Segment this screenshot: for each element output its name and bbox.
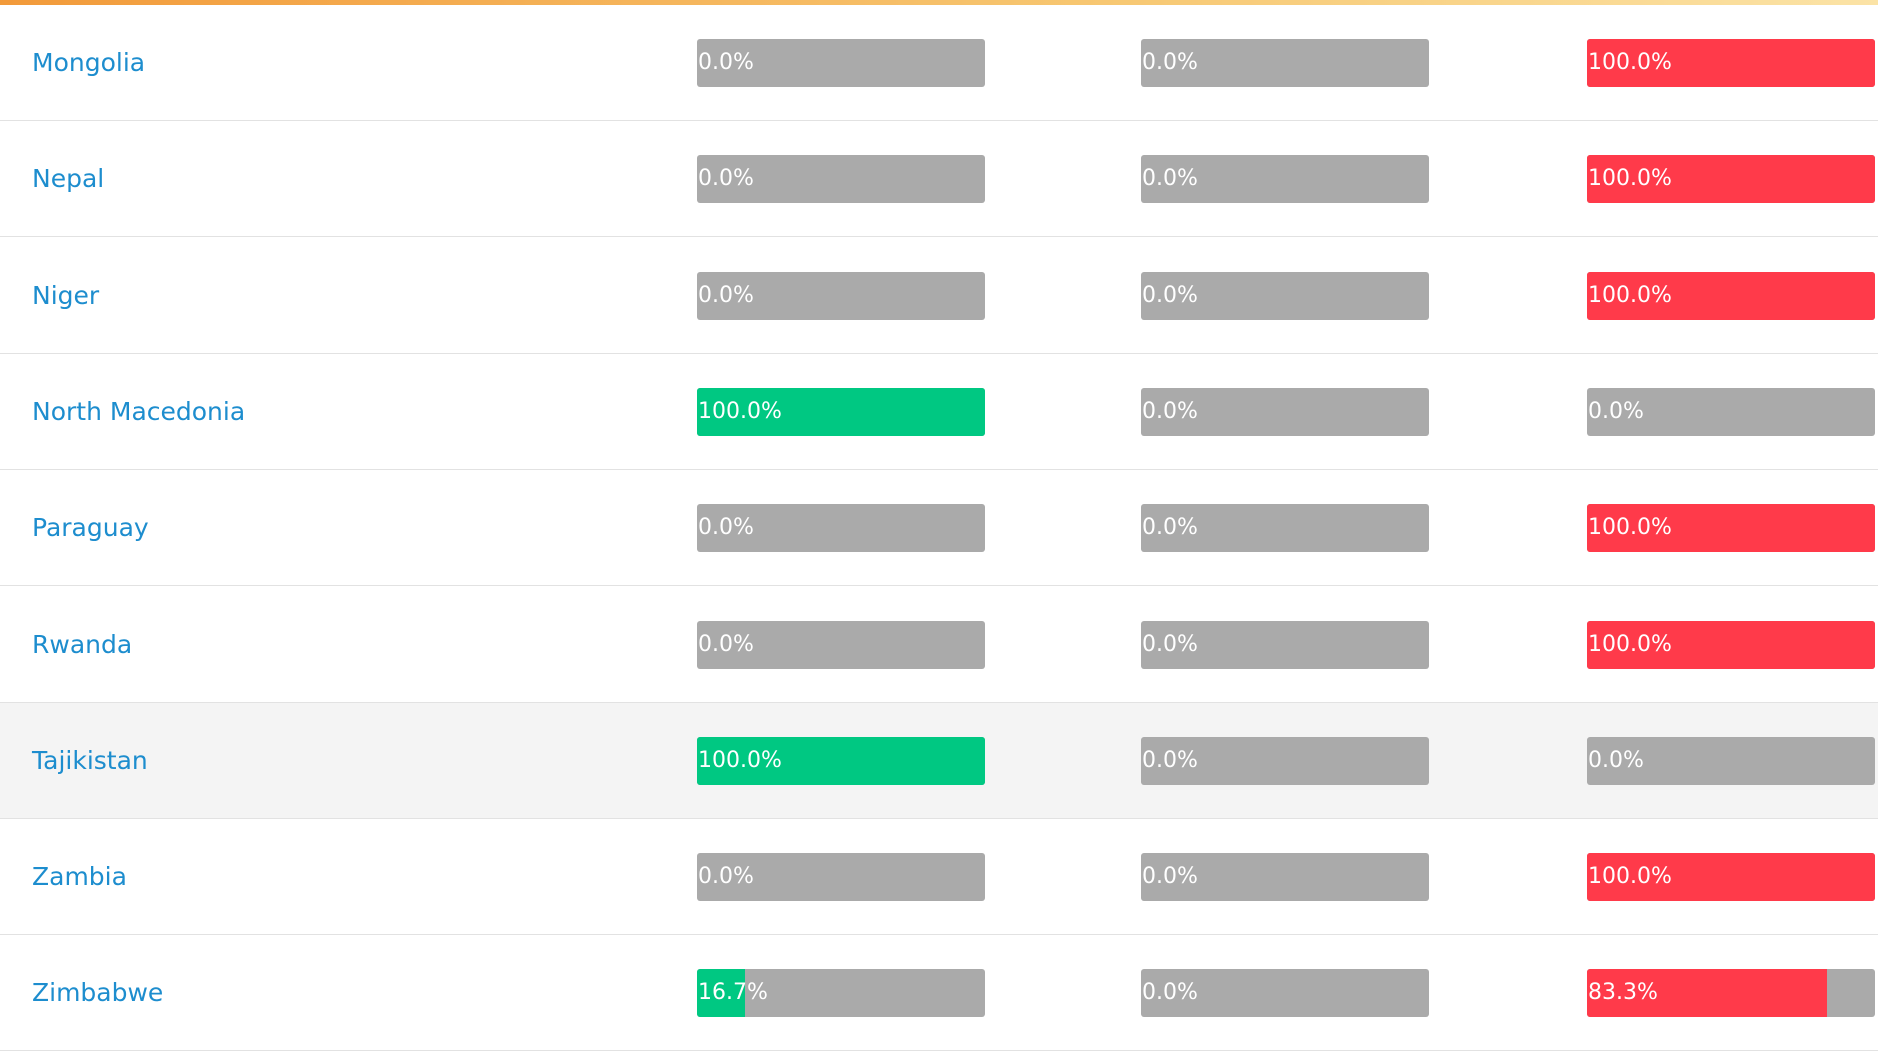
progress-bar: 0.0%	[1141, 969, 1429, 1018]
progress-label: 0.0%	[698, 282, 754, 308]
progress-label: 0.0%	[698, 864, 754, 890]
progress-label: 0.0%	[698, 50, 754, 75]
progress-bar: 0.0%	[1141, 620, 1429, 669]
progress-label: 100.0%	[1588, 50, 1672, 75]
progress-bar: 100.0%	[1587, 853, 1875, 902]
progress-bar: 100.0%	[1587, 504, 1875, 553]
country-link[interactable]: Mongolia	[32, 48, 146, 77]
progress-label: 0.0%	[1142, 398, 1198, 424]
progress-bar: 100.0%	[697, 736, 985, 785]
progress-label: 100.0%	[1588, 864, 1672, 890]
country-link[interactable]: Nepal	[32, 164, 105, 194]
progress-label: 0.0%	[1142, 515, 1198, 541]
progress-label: 0.0%	[1142, 864, 1198, 890]
country-link[interactable]: Paraguay	[32, 513, 149, 543]
progress-label: 100.0%	[1588, 282, 1672, 308]
progress-fill	[697, 736, 985, 785]
progress-bar: 0.0%	[697, 39, 985, 87]
progress-bar: 0.0%	[1141, 271, 1429, 320]
progress-bar: 83.3%	[1587, 969, 1875, 1018]
progress-fill	[697, 969, 746, 1018]
progress-label: 0.0%	[698, 515, 754, 541]
progress-bar: 16.7%	[697, 969, 985, 1018]
table-row: Niger 0.0% 0.0% 100.0%	[0, 238, 1878, 354]
progress-fill	[697, 387, 985, 436]
progress-bar: 0.0%	[697, 271, 985, 320]
table-row: Zambia 0.0% 0.0% 100.0%	[0, 819, 1878, 936]
progress-label: 0.0%	[1142, 282, 1198, 308]
country-link[interactable]: Tajikistan	[32, 745, 148, 775]
progress-bar: 100.0%	[1587, 620, 1875, 669]
progress-label: 0.0%	[1142, 50, 1198, 75]
progress-bar: 0.0%	[697, 504, 985, 553]
table-row: North Macedonia 100.0% 0.0% 0.0%	[0, 354, 1878, 470]
progress-label: 0.0%	[1142, 980, 1198, 1006]
progress-label: 100.0%	[698, 747, 782, 773]
progress-label: 100.0%	[1588, 631, 1672, 657]
progress-label: 100.0%	[1588, 515, 1672, 541]
country-link[interactable]: Zimbabwe	[32, 978, 164, 1008]
table-row: Nepal 0.0% 0.0% 100.0%	[0, 121, 1878, 238]
progress-bar: 0.0%	[1141, 504, 1429, 553]
table-row: Paraguay 0.0% 0.0% 100.0%	[0, 470, 1878, 587]
progress-bar: 100.0%	[1587, 39, 1875, 87]
progress-label: 16.7%	[698, 980, 768, 1006]
progress-label: 0.0%	[1588, 398, 1644, 424]
progress-bar: 100.0%	[697, 387, 985, 436]
progress-bar: 0.0%	[1141, 155, 1429, 204]
progress-fill	[1587, 853, 1875, 902]
progress-label: 0.0%	[698, 166, 754, 192]
progress-bar: 100.0%	[1587, 271, 1875, 320]
table-row: Mongolia 0.0% 0.0% 100.0%	[0, 5, 1878, 121]
progress-bar: 0.0%	[1587, 387, 1875, 436]
progress-bar: 0.0%	[1141, 853, 1429, 902]
progress-fill	[1587, 39, 1875, 87]
progress-fill	[1587, 620, 1875, 669]
progress-label: 0.0%	[698, 631, 754, 657]
progress-bar: 0.0%	[697, 155, 985, 204]
progress-label: 100.0%	[1588, 166, 1672, 192]
progress-bar: 0.0%	[1141, 39, 1429, 87]
country-link[interactable]: Zambia	[32, 862, 127, 892]
progress-bar: 0.0%	[1587, 736, 1875, 785]
progress-label: 0.0%	[1142, 166, 1198, 192]
progress-label: 100.0%	[698, 398, 782, 424]
country-link[interactable]: North Macedonia	[32, 396, 246, 426]
progress-fill	[1587, 969, 1827, 1018]
table-row: Rwanda 0.0% 0.0% 100.0%	[0, 587, 1878, 703]
progress-bar: 100.0%	[1587, 155, 1875, 204]
progress-label: 0.0%	[1142, 747, 1198, 773]
progress-label: 0.0%	[1142, 631, 1198, 657]
country-link[interactable]: Niger	[32, 280, 100, 310]
progress-bar: 0.0%	[1141, 736, 1429, 785]
progress-bar: 0.0%	[697, 620, 985, 669]
country-link[interactable]: Rwanda	[32, 629, 133, 659]
progress-label: 0.0%	[1588, 747, 1644, 773]
table-row: Tajikistan 100.0% 0.0% 0.0%	[0, 702, 1878, 819]
table-row: Zimbabwe 16.7% 0.0% 83.3%	[0, 935, 1878, 1051]
progress-fill	[1587, 271, 1875, 320]
top-strip	[0, 0, 1878, 5]
progress-fill	[1587, 504, 1875, 553]
progress-bar: 0.0%	[697, 853, 985, 902]
progress-fill	[1587, 155, 1875, 204]
progress-label: 83.3%	[1588, 980, 1658, 1006]
progress-bar: 0.0%	[1141, 387, 1429, 436]
